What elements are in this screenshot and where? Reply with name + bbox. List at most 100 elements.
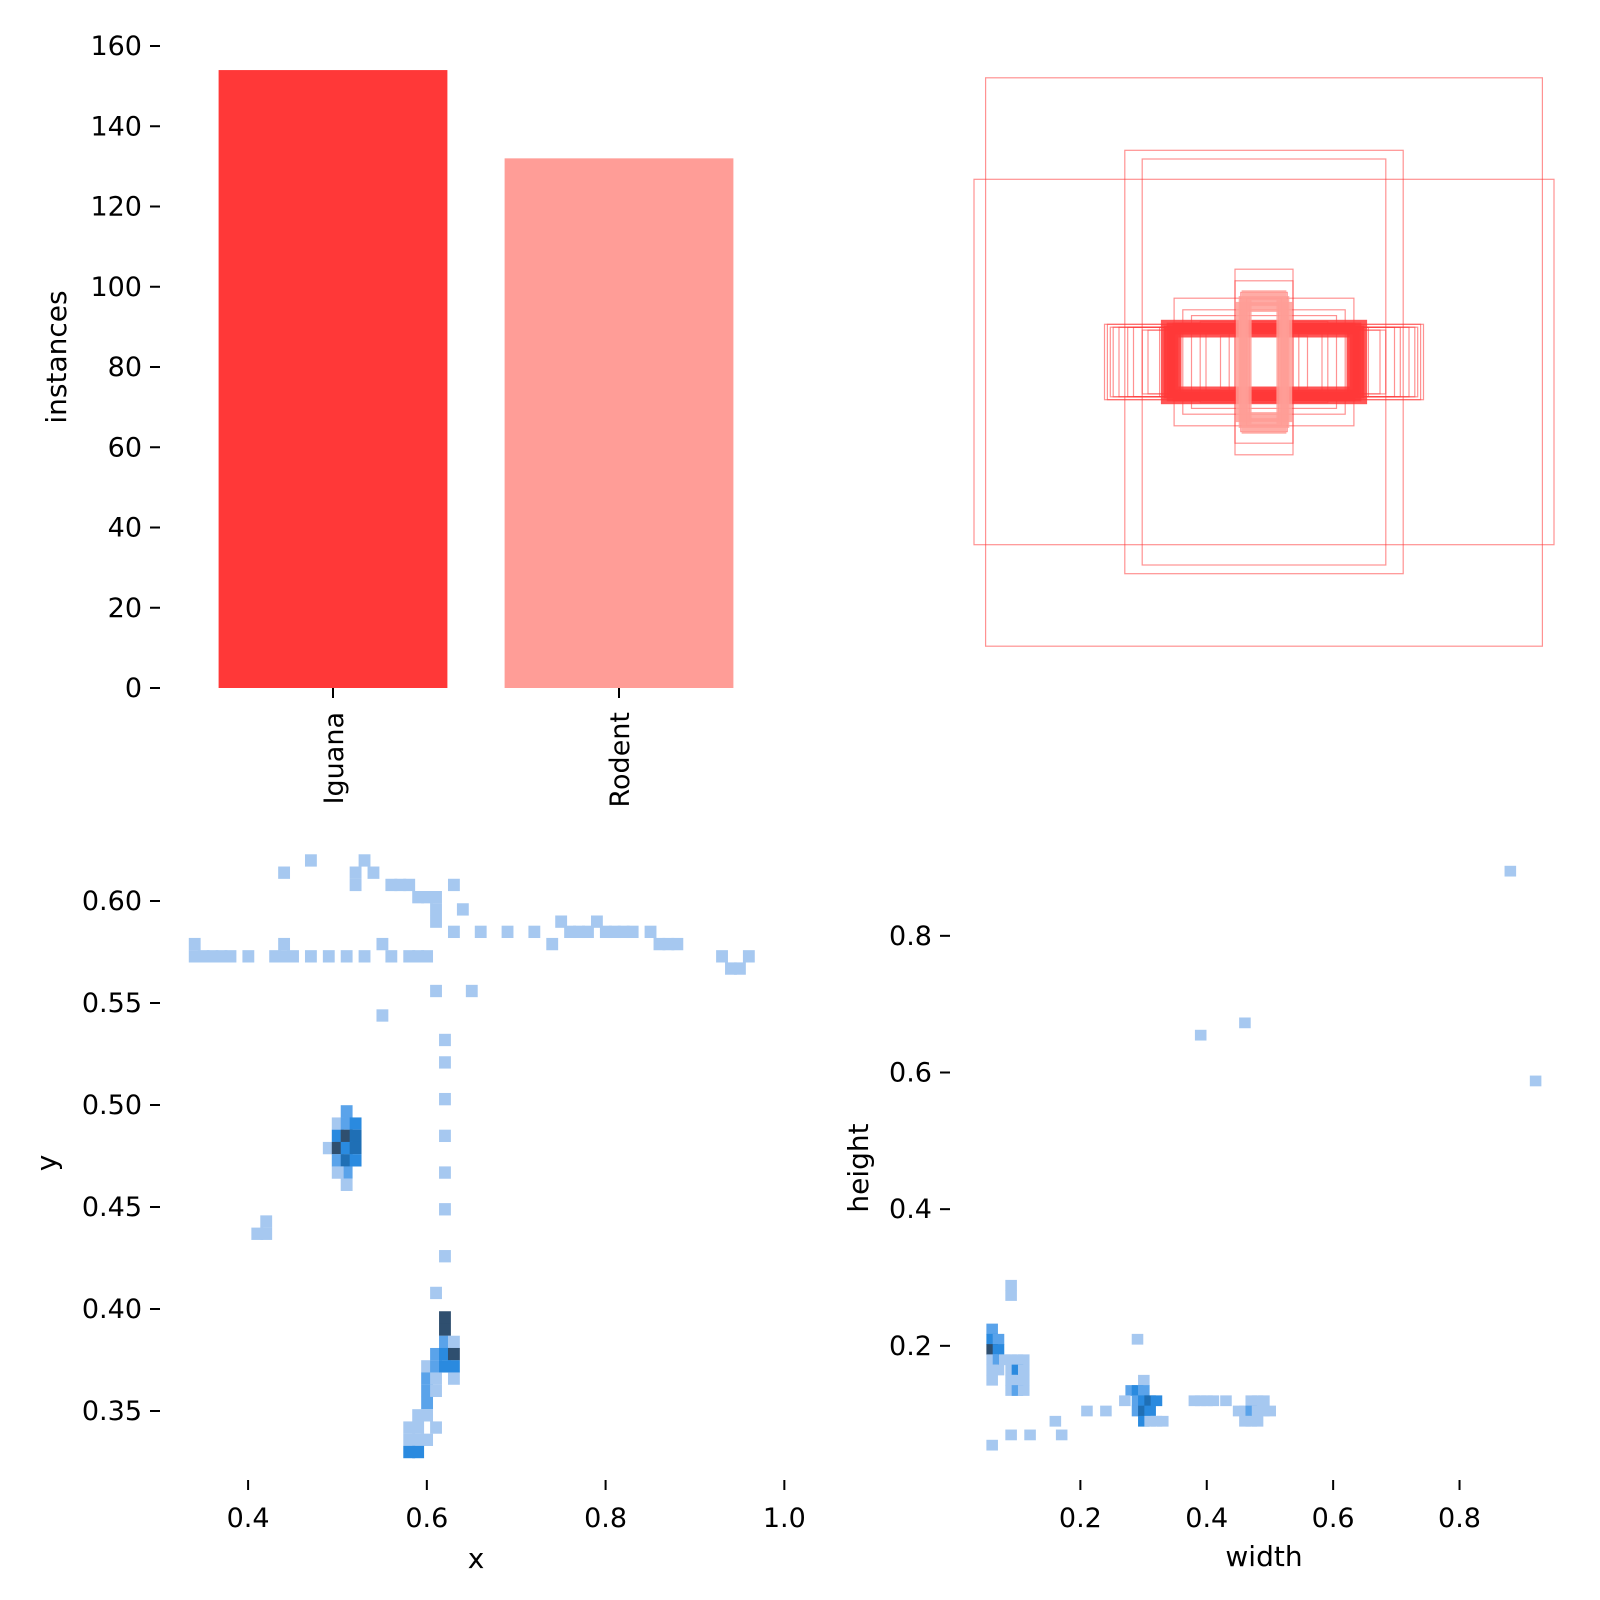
heatmap-cell (331, 1166, 344, 1179)
heatmap-cell (1258, 1405, 1270, 1417)
heatmap-cell (1125, 1385, 1137, 1396)
heatmap-cell (447, 1335, 460, 1349)
heatmap-cell (1081, 1405, 1093, 1417)
heatmap-cell (447, 1372, 460, 1385)
heatmap-cell (573, 925, 585, 939)
bounding-box (1179, 332, 1349, 392)
heatmap-cell (340, 1141, 353, 1155)
heatmap-cell (331, 1129, 344, 1143)
heatmap-cell (394, 878, 407, 892)
bar-rodent (504, 158, 734, 689)
heatmap-cell (1245, 1405, 1258, 1417)
heatmap-cell (1011, 1385, 1024, 1396)
y-tick-label: 0.2 (889, 1331, 932, 1362)
heatmap-cell (1011, 1364, 1024, 1376)
heatmap-cell (1024, 1429, 1036, 1441)
heatmap-cell (430, 903, 442, 916)
heatmap-cell (376, 1009, 389, 1022)
heatmap-cell (626, 925, 639, 939)
heatmap-cell (260, 1227, 273, 1240)
heatmap-cell (1220, 1395, 1232, 1407)
heatmap-cell (1005, 1374, 1017, 1386)
heatmap-cell (349, 878, 362, 892)
heatmap-cell (439, 1056, 451, 1069)
heatmap-cell (421, 1409, 434, 1422)
heatmap-cell (322, 950, 335, 963)
heatmap-cell (617, 925, 630, 939)
heatmap-cell (439, 1092, 451, 1106)
heatmap-cell (340, 1166, 353, 1179)
heatmap-cell (992, 1344, 1005, 1355)
y-tick-label: 0 (125, 673, 142, 704)
heatmap-cell (447, 925, 460, 939)
heatmap-cell (1251, 1415, 1264, 1427)
x-tick-label: Iguana (319, 712, 350, 804)
heatmap-cell (1017, 1364, 1030, 1376)
heatmap-cell (447, 878, 460, 892)
heatmap-cell (260, 1215, 273, 1228)
heatmap-cell (439, 1129, 451, 1143)
heatmap-cell (349, 866, 362, 879)
y-tick-label: 100 (90, 272, 142, 303)
heatmap-cell (349, 1154, 362, 1167)
heatmap-cell (986, 1354, 998, 1366)
heatmap-cell (430, 1286, 442, 1300)
class-instances-bar-chart: 0 20 40 60 80 100 120 140 160 Iguana Rodent insta… (40, 31, 734, 808)
heatmap-cell (716, 950, 728, 963)
heatmap-cell (1194, 1395, 1207, 1407)
bounding-box (1219, 335, 1309, 389)
heatmap-cell (421, 950, 434, 963)
y-axis-label: y (30, 1155, 63, 1172)
heatmap-cell (1251, 1405, 1264, 1417)
bounding-box (1173, 297, 1355, 427)
heatmap-cell (367, 866, 380, 879)
heatmap-cell (421, 1396, 434, 1410)
heatmap-cell (1138, 1374, 1150, 1386)
y-tick-label: 160 (90, 31, 142, 62)
heatmap-cell (1144, 1395, 1156, 1407)
heatmap-cell (242, 950, 255, 963)
heatmap-cell (986, 1333, 998, 1345)
x-tick-label: Rodent (605, 712, 636, 808)
heatmap-cell (340, 1105, 353, 1118)
heatmap-cell (439, 1311, 451, 1324)
y-tick-label: 20 (108, 593, 142, 624)
heatmap-cell (992, 1354, 1005, 1366)
heatmap-cell (304, 950, 317, 963)
heatmap-cell (224, 950, 237, 963)
heatmap-cell (590, 915, 603, 928)
heatmap-cell (340, 1154, 353, 1167)
bounding-box (1164, 326, 1364, 398)
y-tick-label: 0.40 (82, 1294, 142, 1325)
heatmap-cell (331, 1141, 344, 1155)
bounding-box (1176, 329, 1352, 395)
heatmap-cell (421, 1384, 434, 1398)
heatmap-cell (331, 1154, 344, 1167)
heatmap-cell (430, 1347, 442, 1361)
heatmap-cell (608, 925, 621, 939)
heatmap-cell (1011, 1354, 1024, 1366)
heatmap-cell (1138, 1405, 1150, 1417)
y-axis-label: height (842, 1123, 875, 1212)
bounding-box (1205, 332, 1323, 392)
heatmap-cell (439, 1033, 451, 1047)
heatmap-cell (501, 925, 514, 939)
y-tick-label: 0.55 (82, 988, 142, 1019)
y-tick-label: 140 (90, 111, 142, 142)
bounding-box (1172, 322, 1356, 402)
y-tick-label: 0.35 (82, 1396, 142, 1427)
heatmap-cell (555, 915, 568, 928)
y-tick-label: 80 (108, 352, 142, 383)
heatmap-cell (1055, 1429, 1068, 1441)
heatmap-cell (403, 1421, 416, 1434)
heatmap-cell (439, 1360, 451, 1373)
bounding-box (984, 77, 1543, 647)
y-tick-label: 0.8 (889, 921, 932, 952)
heatmap-cell (1232, 1405, 1245, 1417)
heatmap-cell (528, 925, 541, 939)
heatmap-cell (1194, 1029, 1207, 1041)
bar-iguana (218, 70, 448, 688)
x-tick-label: 0.4 (1185, 1503, 1228, 1534)
y-axis-label: instances (40, 290, 73, 423)
heatmap-cell (188, 937, 201, 951)
